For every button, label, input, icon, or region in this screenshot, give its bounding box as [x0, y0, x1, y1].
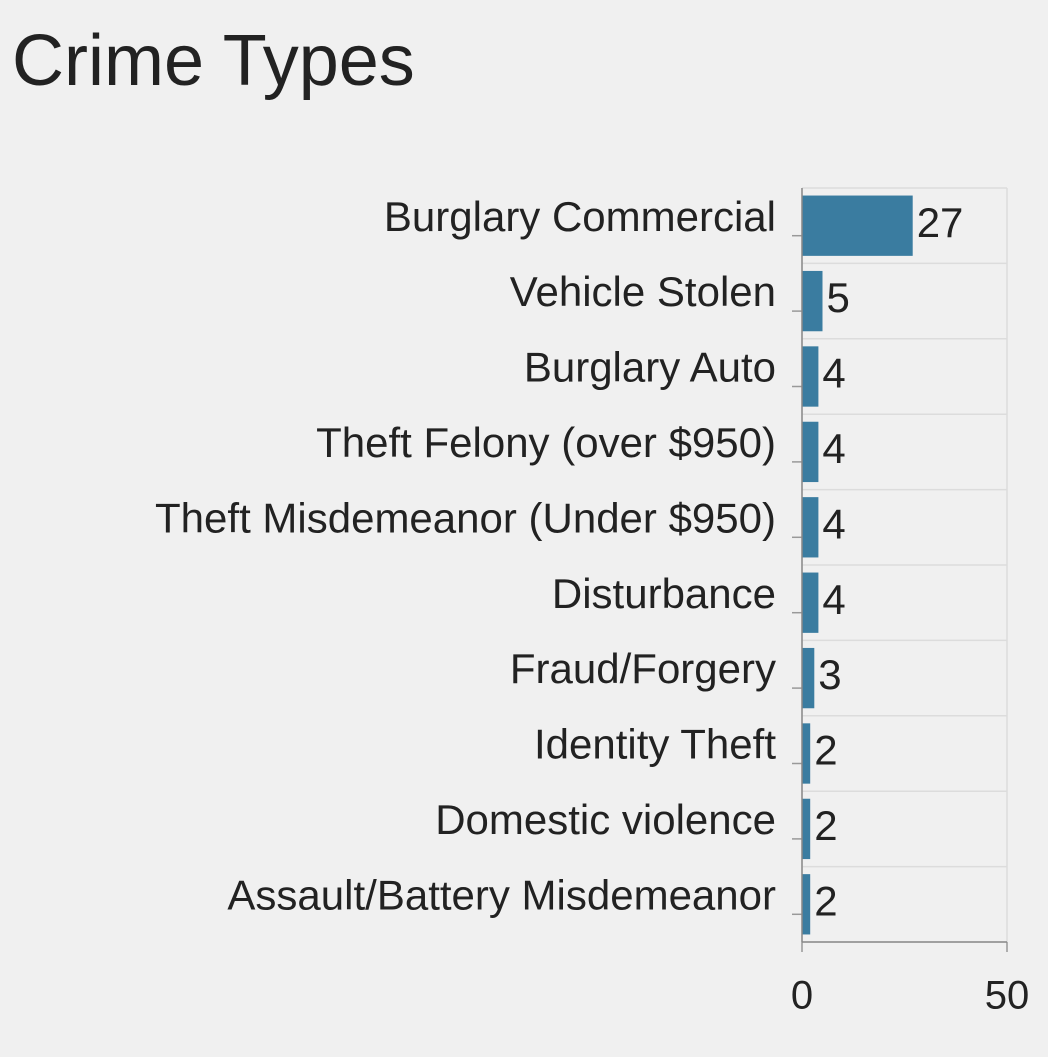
data-label: 4 [822, 576, 845, 623]
data-label: 2 [814, 802, 837, 849]
bar [802, 798, 811, 860]
data-label: 4 [822, 425, 845, 472]
y-tick-label: Domestic violence [435, 796, 776, 843]
bar [802, 647, 815, 709]
data-label: 3 [818, 651, 841, 698]
y-tick-label: Theft Misdemeanor (Under $950) [155, 494, 776, 541]
y-tick-label: Disturbance [552, 570, 776, 617]
y-tick-label: Vehicle Stolen [510, 268, 776, 315]
data-label: 2 [814, 877, 837, 924]
data-label: 5 [827, 274, 850, 321]
bar [802, 270, 823, 332]
bar [802, 874, 811, 935]
y-tick-label: Assault/Battery Misdemeanor [227, 871, 776, 918]
bar [802, 497, 819, 558]
bar [802, 346, 819, 407]
y-tick-label: Identity Theft [534, 721, 776, 768]
y-tick-label: Fraud/Forgery [510, 645, 776, 692]
y-tick-label: Theft Felony (over $950) [316, 419, 776, 466]
x-tick-label: 50 [985, 974, 1030, 1018]
y-tick-label: Burglary Commercial [384, 193, 776, 240]
data-label: 2 [814, 727, 837, 774]
data-label: 4 [822, 350, 845, 397]
bar [802, 723, 811, 784]
bar [802, 421, 819, 483]
data-label: 4 [822, 500, 845, 547]
bar [802, 572, 819, 633]
x-tick-label: 0 [791, 974, 813, 1018]
data-label: 27 [917, 199, 964, 246]
bar [802, 195, 913, 256]
y-tick-label: Burglary Auto [524, 344, 776, 391]
chart-title: Crime Types [12, 21, 415, 101]
